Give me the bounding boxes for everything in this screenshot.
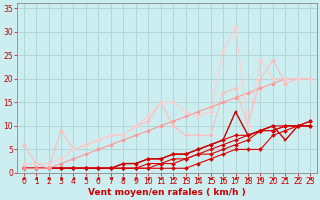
X-axis label: Vent moyen/en rafales ( km/h ): Vent moyen/en rafales ( km/h ) [88,188,246,197]
